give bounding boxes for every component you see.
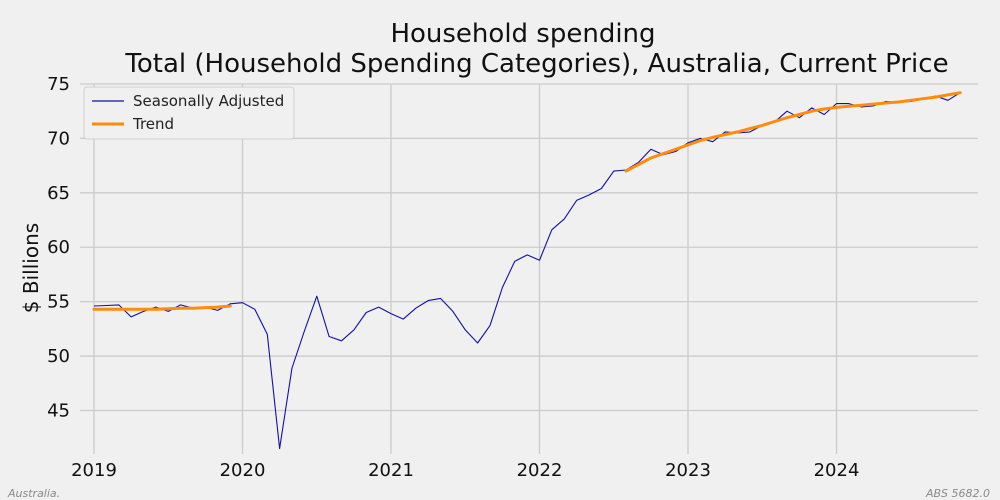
y-tick-label: 75	[47, 74, 70, 95]
footnote-right: ABS 5682.0	[925, 487, 990, 500]
y-tick-label: 70	[47, 128, 70, 149]
chart-title: Household spending	[390, 19, 655, 49]
legend-label-seasonally-adjusted: Seasonally Adjusted	[133, 92, 284, 110]
chart-subtitle: Total (Household Spending Categories), A…	[124, 49, 948, 79]
series-line-trend-segment-1	[92, 304, 232, 311]
y-tick-label: 55	[47, 292, 70, 313]
y-tick-label: 60	[47, 237, 70, 258]
footnote-left: Australia.	[7, 487, 60, 500]
grid	[80, 83, 978, 454]
y-axis-label: $ Billions	[19, 223, 43, 313]
x-tick-label: 2019	[71, 460, 117, 481]
x-tick-label: 2022	[517, 460, 563, 481]
x-axis-ticks: 2019 2020 2021 2022 2023 2024	[71, 460, 859, 481]
x-tick-label: 2023	[665, 460, 711, 481]
x-tick-label: 2021	[368, 460, 414, 481]
legend: Seasonally Adjusted Trend	[83, 86, 295, 140]
y-tick-label: 50	[47, 346, 70, 367]
series-lines	[92, 91, 962, 450]
y-axis-ticks: 45 50 55 60 65 70 75	[47, 74, 70, 421]
series-line-trend-segment-2	[624, 91, 962, 173]
x-tick-label: 2024	[814, 460, 860, 481]
legend-box	[83, 86, 295, 140]
y-tick-label: 65	[47, 183, 70, 204]
legend-label-trend: Trend	[132, 115, 174, 133]
x-tick-label: 2020	[220, 460, 266, 481]
y-tick-label: 45	[47, 400, 70, 421]
